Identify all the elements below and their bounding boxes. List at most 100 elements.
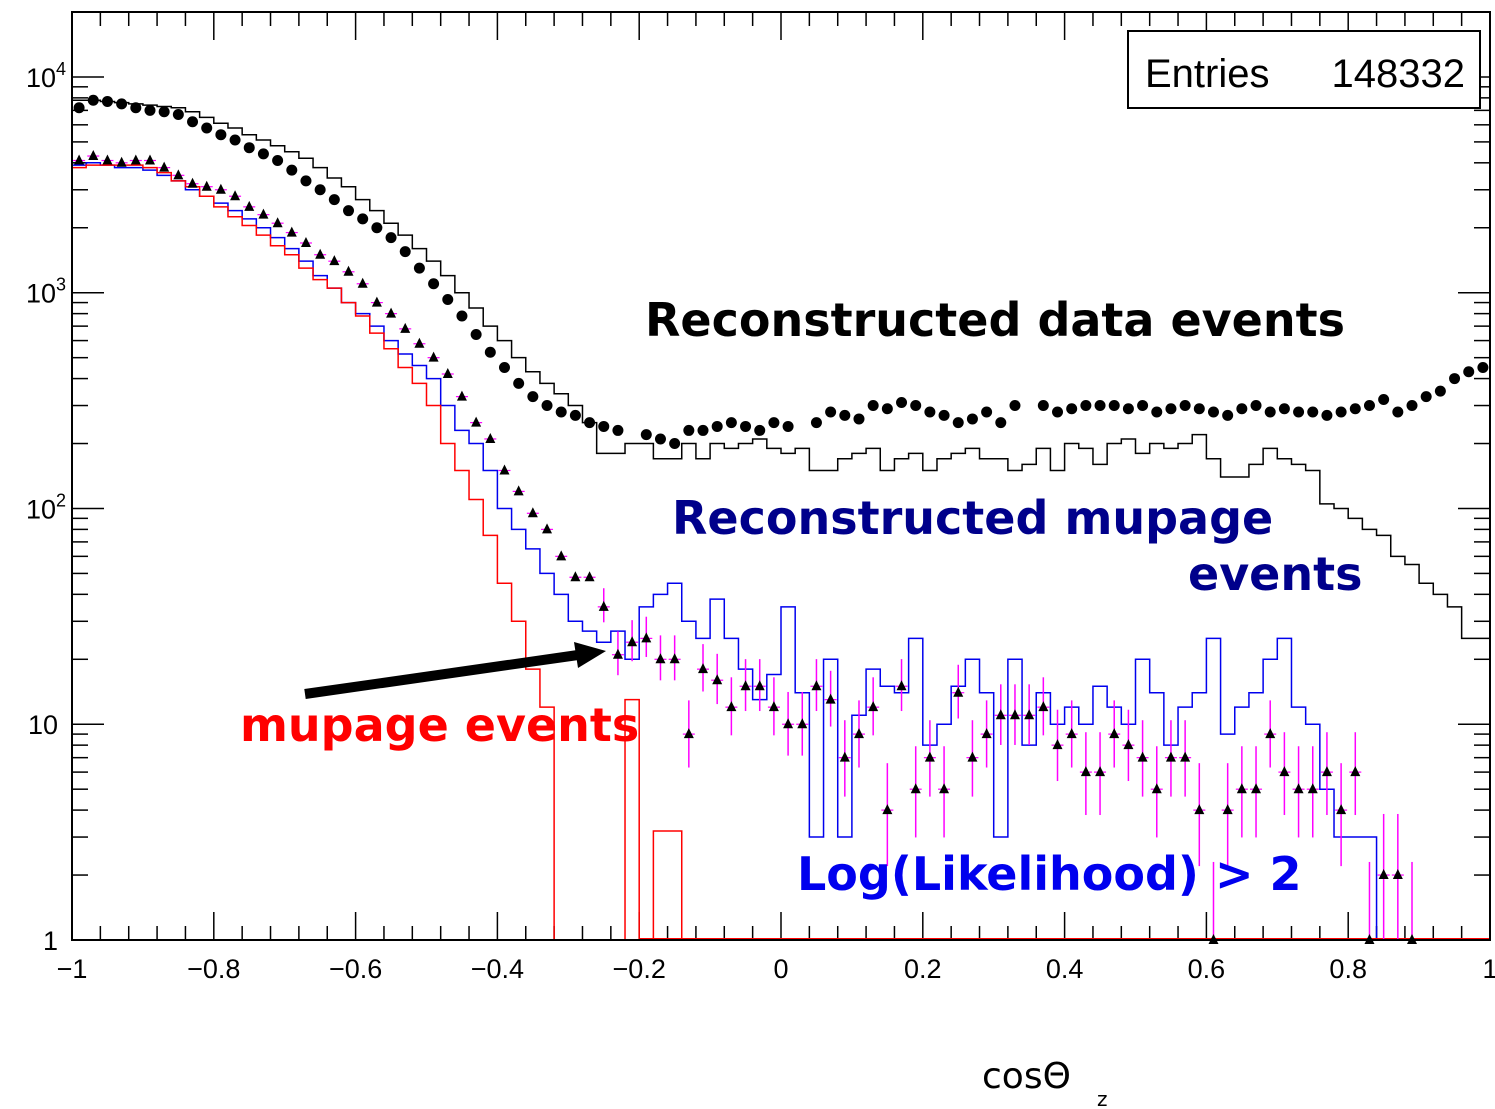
data-point [1179, 400, 1191, 412]
triangle-point [442, 368, 453, 379]
triangle-point [201, 180, 212, 191]
x-tick-label: 0.6 [1188, 954, 1226, 984]
triangle-point [88, 150, 99, 161]
triangle-point [1321, 766, 1332, 777]
triangle-point [428, 351, 439, 362]
data-point [584, 417, 596, 429]
data-point [456, 310, 468, 322]
x-tick-labels: −1 −0.8 −0.6 −0.4 −0.2 0 0.2 0.4 0.6 0.8 1 [57, 954, 1495, 984]
triangle-point [258, 208, 269, 219]
triangle-point [1038, 701, 1049, 712]
data-point [669, 438, 681, 450]
data-point [1037, 400, 1049, 412]
data-point [782, 420, 794, 432]
triangle-point [1052, 739, 1063, 750]
data-point [768, 417, 780, 429]
stats-entries-value: 148332 [1332, 52, 1465, 96]
data-point [1250, 400, 1262, 412]
data-point [243, 142, 255, 154]
data-point [697, 424, 709, 436]
data-point [172, 108, 184, 120]
x-axis-title: cosΘ z [982, 1056, 1108, 1109]
triangle-point [627, 636, 638, 647]
data-point [484, 346, 496, 358]
data-point [101, 95, 113, 107]
data-point [1052, 406, 1064, 418]
triangle-point [783, 718, 794, 729]
triangle-point [74, 154, 85, 165]
data-point [286, 164, 298, 176]
data-point [527, 391, 539, 403]
x-tick-label: −0.4 [471, 954, 524, 984]
triangle-point [456, 390, 467, 401]
data-point [144, 104, 156, 116]
triangle-point [1180, 751, 1191, 762]
triangle-point [910, 783, 921, 794]
triangle-point [1009, 709, 1020, 720]
triangle-point [598, 600, 609, 611]
triangle-point [357, 277, 368, 288]
triangle-point [230, 190, 241, 201]
stats-box: Entries 148332 [1127, 30, 1481, 109]
triangle-point [853, 728, 864, 739]
data-point [201, 122, 213, 134]
data-point [343, 205, 355, 217]
data-point [1420, 391, 1432, 403]
x-tick-label: −0.6 [329, 954, 382, 984]
triangle-point [839, 751, 850, 762]
triangle-point [953, 686, 964, 697]
data-point [740, 420, 752, 432]
triangle-point [1137, 751, 1148, 762]
y-tick-labels: 1 10 102 103 104 [26, 59, 66, 956]
triangle-point [924, 751, 935, 762]
triangle-point [144, 154, 155, 165]
triangle-point [329, 255, 340, 266]
data-point [711, 420, 723, 432]
data-point [1463, 366, 1475, 378]
data-point [1137, 400, 1149, 412]
triangle-point [371, 296, 382, 307]
data-point [995, 417, 1007, 429]
data-point [810, 417, 822, 429]
triangle-point [173, 169, 184, 180]
data-point [1378, 393, 1390, 405]
triangle-point [130, 154, 141, 165]
triangle-point [485, 432, 496, 443]
triangle-point [471, 416, 482, 427]
triangle-point [981, 728, 992, 739]
data-point [896, 396, 908, 408]
triangle-point [939, 783, 950, 794]
data-point [272, 154, 284, 166]
triangle-point [1293, 783, 1304, 794]
data-point [413, 262, 425, 274]
triangle-point [612, 648, 623, 659]
data-point [1264, 406, 1276, 418]
data-point [1207, 406, 1219, 418]
triangle-point [414, 337, 425, 348]
data-point [513, 377, 525, 389]
arrow-indicator [304, 642, 606, 699]
data-point [1009, 400, 1021, 412]
triangle-point [1336, 804, 1347, 815]
triangle-point [683, 728, 694, 739]
data-point [1449, 373, 1461, 385]
data-point [1307, 406, 1319, 418]
series-mupage-spike [624, 698, 640, 940]
triangle-point [641, 632, 652, 643]
data-point [428, 278, 440, 290]
data-point [910, 400, 922, 412]
x-tick-label: 0.4 [1046, 954, 1084, 984]
triangle-point [102, 154, 113, 165]
data-point [966, 413, 978, 425]
x-tick-label: −0.2 [613, 954, 666, 984]
triangle-point [698, 663, 709, 674]
data-point [371, 222, 383, 234]
data-point [328, 194, 340, 206]
triangle-point [272, 217, 283, 228]
data-point [399, 246, 411, 258]
triangle-point [1080, 766, 1091, 777]
triangle-point [1066, 728, 1077, 739]
data-point [130, 102, 142, 114]
